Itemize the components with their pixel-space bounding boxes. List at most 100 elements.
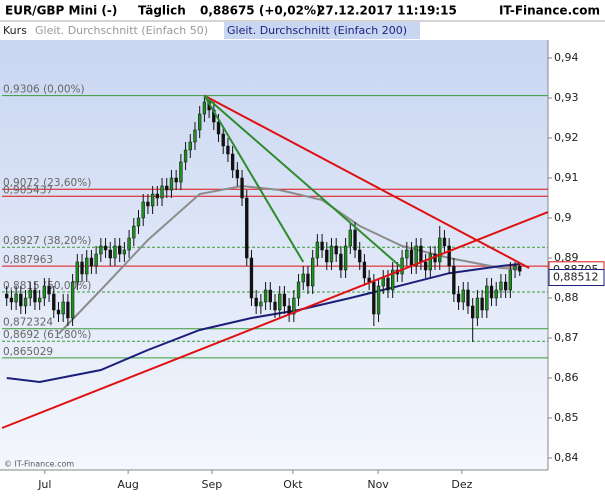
candle-body [325, 249, 329, 263]
y-tick-label: 0,87 [554, 331, 579, 344]
x-tick-label: Sep [202, 478, 223, 491]
candle-body [489, 285, 494, 299]
candle-body [353, 229, 357, 251]
candle-body [310, 257, 315, 287]
candle-body [343, 245, 348, 271]
y-tick-label: 0,89 [554, 251, 579, 264]
candle-body [113, 245, 117, 259]
candle-body [230, 153, 235, 171]
candle-body [278, 293, 282, 311]
y-tick-label: 0,94 [554, 51, 579, 64]
candle-body [33, 289, 37, 303]
candle-body [188, 141, 192, 151]
level-label: 0,8692 (61,80%) [3, 329, 91, 341]
candle-body [466, 289, 470, 307]
candle-body [150, 193, 155, 207]
candle-body [339, 253, 343, 271]
candle-body [499, 281, 503, 291]
legend-item[interactable]: Gleit. Durchschnitt (Einfach 50) [35, 24, 208, 37]
legend-item[interactable]: Gleit. Durchschnitt (Einfach 200) [227, 24, 407, 37]
candle-body [282, 293, 287, 307]
candle-body [334, 245, 338, 255]
candle-body [381, 277, 385, 287]
candle-body [14, 293, 18, 303]
candle-body [409, 249, 414, 267]
candle-body [179, 161, 183, 183]
timestamp: 27.12.2017 11:19:15 [317, 4, 457, 18]
candle-body [75, 261, 79, 283]
trend-line [203, 94, 403, 269]
candle-body [414, 245, 418, 267]
level-label: 0,865029 [3, 346, 53, 358]
level-label: 0,905437 [3, 184, 53, 196]
candle-body [296, 281, 301, 299]
level-label: 0,8927 (38,20%) [3, 235, 91, 247]
y-tick-label: 0,88 [554, 291, 579, 304]
candle-body [61, 301, 65, 315]
trend-line [203, 94, 530, 269]
y-tick-label: 0,92 [554, 131, 579, 144]
x-tick-label: Aug [117, 478, 138, 491]
candle-body [419, 245, 423, 263]
header: EUR/GBP Mini (-) Täglich 0,88675 (+0,02%… [5, 4, 600, 18]
candle-body [146, 201, 150, 207]
candle-body [386, 277, 390, 291]
level-label: 0,872324 [3, 317, 53, 329]
candle-body [494, 289, 498, 299]
candle-body [428, 253, 432, 271]
candle-body [221, 133, 225, 147]
price: 0,88675 (+0,02%) [200, 4, 322, 18]
candle-body [9, 297, 14, 303]
candle-body [165, 185, 169, 191]
candle-body [19, 293, 23, 307]
candle-body [423, 261, 428, 271]
candle-body [518, 265, 522, 272]
candle-body [442, 237, 447, 247]
y-tick-label: 0,93 [554, 91, 579, 104]
candle-body [23, 297, 28, 307]
candle-body [348, 229, 352, 247]
candle-body [160, 185, 164, 199]
candle-body [362, 261, 367, 279]
candle-body [292, 297, 296, 315]
candle-body [471, 305, 475, 319]
candle-body [103, 245, 108, 251]
candle-body [306, 273, 310, 287]
candle-body [66, 301, 70, 319]
candle-body [461, 289, 465, 303]
candle-body [254, 297, 258, 307]
candle-body [447, 245, 451, 267]
candle-body [52, 293, 56, 311]
candle-body [240, 177, 244, 199]
candle-body [99, 245, 103, 255]
candle-body [376, 285, 381, 315]
legend-item[interactable]: Kurs [3, 24, 27, 37]
candle-body [273, 301, 277, 311]
candle-body [42, 285, 47, 299]
symbol: EUR/GBP Mini (-) [5, 4, 117, 18]
candle-body [141, 201, 145, 219]
legend-highlight [224, 22, 420, 39]
candle-body [452, 265, 456, 295]
candle-body [405, 249, 409, 259]
candle-body [5, 293, 9, 299]
trend-line [1, 211, 548, 429]
candle-body [320, 241, 324, 251]
candle-body [202, 101, 207, 115]
y-tick-label: 0,91 [554, 171, 579, 184]
candle-body [28, 289, 32, 299]
candle-body [183, 149, 188, 163]
candle-body [235, 169, 240, 179]
price-marker [548, 269, 605, 287]
candle-body [198, 113, 202, 131]
price-marker-label: 0,88512 [553, 271, 599, 284]
candle-body [127, 237, 131, 251]
candle-body [358, 249, 362, 263]
trend-line [203, 95, 305, 263]
candle-body [37, 297, 42, 303]
candle-body [132, 225, 136, 239]
candle-body [503, 281, 508, 291]
candle-body [108, 249, 112, 259]
